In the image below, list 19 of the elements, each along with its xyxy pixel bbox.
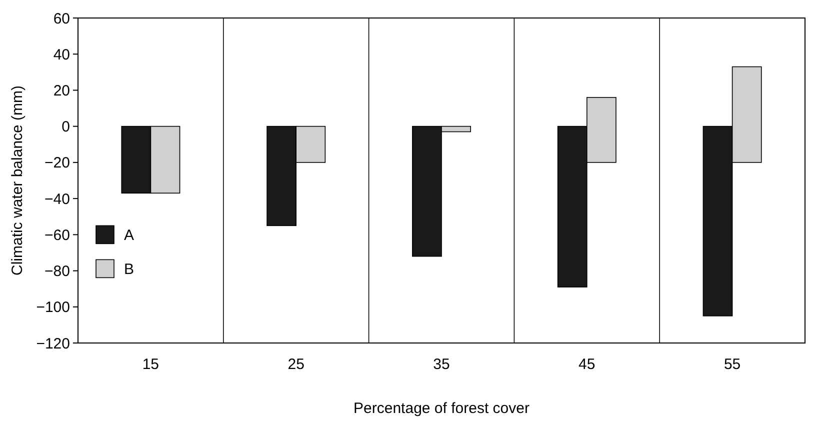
- y-tick-label: 60: [53, 10, 70, 28]
- y-axis-title: Climatic water balance (mm): [9, 85, 26, 276]
- x-tick-label: 25: [288, 356, 304, 373]
- legend-label: B: [124, 260, 134, 278]
- y-tick-label: 20: [53, 82, 70, 100]
- y-tick-label: −20: [44, 154, 70, 172]
- y-tick-label: 40: [53, 46, 70, 64]
- x-axis-title: Percentage of forest cover: [354, 400, 530, 417]
- legend-label: A: [124, 226, 134, 244]
- y-tick-label: −40: [44, 190, 70, 208]
- y-tick-label: 0: [62, 118, 70, 136]
- y-tick-label: −120: [36, 335, 70, 352]
- x-tick-label: 55: [724, 356, 741, 373]
- x-tick-label: 45: [578, 356, 596, 373]
- x-tick-label: 15: [142, 356, 160, 373]
- x-tick-label: 35: [433, 356, 450, 373]
- y-tick-label: −100: [36, 299, 70, 316]
- y-tick-label: −80: [44, 263, 70, 280]
- y-tick-label: −60: [44, 226, 70, 244]
